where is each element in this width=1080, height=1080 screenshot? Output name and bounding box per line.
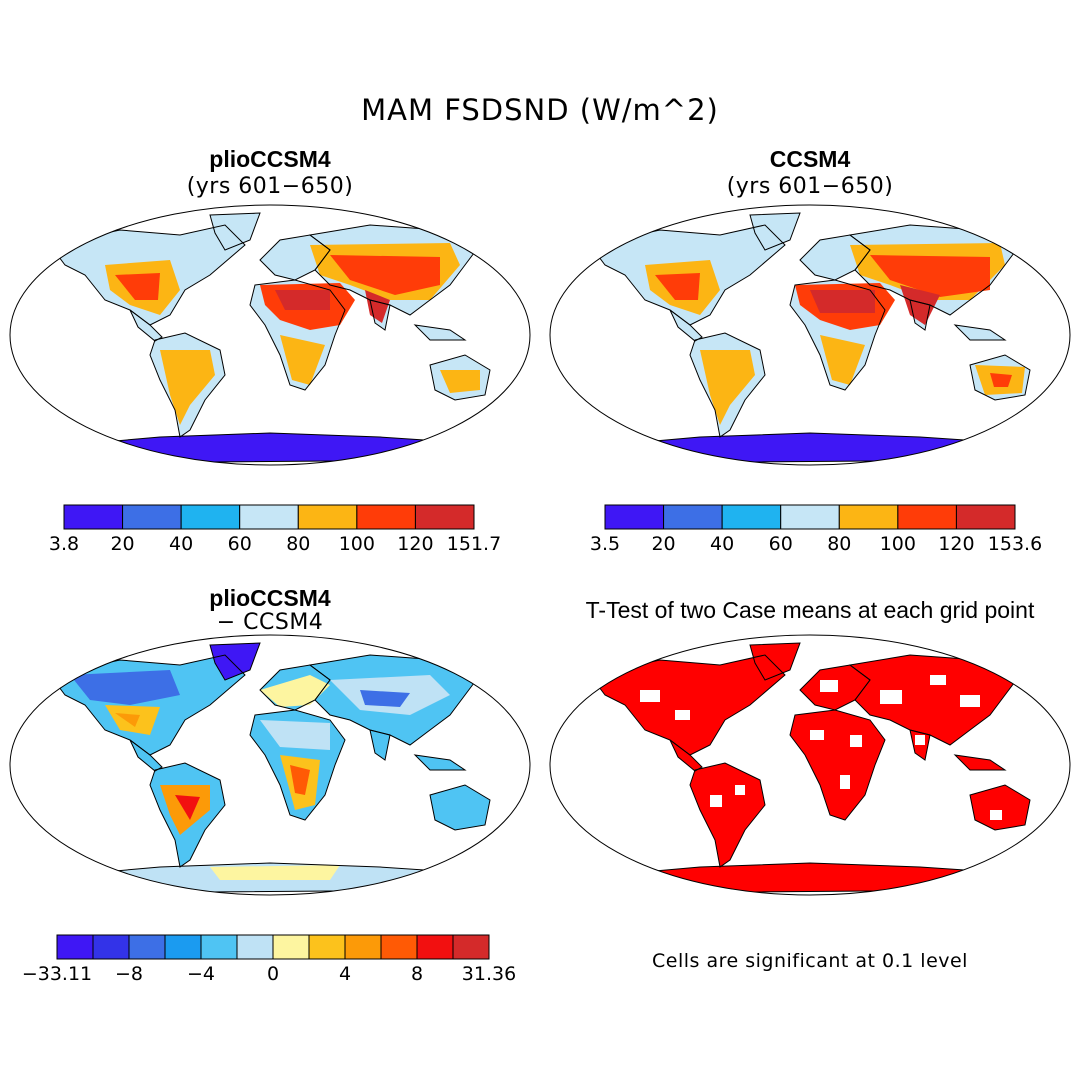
colorbar-bottom-left: −33.11 −8 −4 0 4 8 31.36 — [22, 934, 516, 985]
colorbar-swatch — [604, 504, 665, 530]
colorbar-swatch — [780, 504, 840, 530]
colorbar-swatch — [128, 934, 166, 960]
colorbar-swatch — [414, 504, 475, 530]
colorbar-swatch — [380, 934, 418, 960]
figure-title: MAM FSDSND (W/m^2) — [361, 93, 719, 127]
colorbar-swatch — [721, 504, 782, 530]
colorbar-swatch — [838, 504, 899, 530]
panel-subtitle-difference: − CCSM4 — [216, 610, 324, 635]
map-top-left — [9, 204, 531, 466]
colorbar-swatch — [344, 934, 382, 960]
colorbar-swatch — [236, 934, 274, 960]
colorbar-swatch — [955, 504, 1016, 530]
colorbar-swatch — [63, 504, 124, 530]
colorbar-tick-label: 8 — [411, 963, 423, 985]
colorbar-swatch — [897, 504, 957, 530]
colorbar-tick-label: 40 — [169, 533, 193, 555]
colorbar-swatch — [200, 934, 238, 960]
colorbar-tick-label: 120 — [397, 533, 433, 555]
colorbar-tick-label: −4 — [187, 963, 215, 985]
panel-title-difference: plioCCSM4 — [209, 585, 331, 611]
colorbar-swatch — [452, 934, 490, 960]
colorbar-tick-label: 20 — [651, 533, 675, 555]
panel-subtitle-years: (yrs 601−650) — [186, 174, 354, 199]
colorbar-swatch — [356, 504, 416, 530]
colorbar-tick-label: 60 — [769, 533, 793, 555]
colorbar-tick-label: 31.36 — [462, 963, 516, 985]
colorbar-top-right: 3.5 20 40 60 80 100 120 153.6 — [590, 504, 1042, 555]
colorbar-tick-label: 4 — [339, 963, 351, 985]
colorbar-swatch — [122, 504, 182, 530]
map-bottom-right — [549, 634, 1071, 896]
colorbar-swatch — [416, 934, 454, 960]
panel-title-plioccsm4: plioCCSM4 — [209, 146, 331, 172]
colorbar-tick-label: 80 — [286, 533, 310, 555]
colorbar-tick-label: 80 — [827, 533, 851, 555]
colorbar-tick-label: −33.11 — [22, 963, 92, 985]
map-top-right — [549, 204, 1071, 466]
colorbar-tick-label: 3.8 — [49, 533, 79, 555]
colorbar-swatch — [663, 504, 723, 530]
colorbar-tick-label: 151.7 — [447, 533, 501, 555]
panel-title-ccsm4: CCSM4 — [769, 146, 851, 172]
colorbar-swatch — [272, 934, 310, 960]
colorbar-swatch — [239, 504, 299, 530]
colorbar-tick-label: 120 — [938, 533, 974, 555]
significance-note: Cells are significant at 0.1 level — [652, 950, 968, 972]
map-bottom-left — [9, 634, 531, 896]
panel-subtitle-years: (yrs 601−650) — [726, 174, 894, 199]
colorbar-tick-label: 20 — [110, 533, 134, 555]
colorbar-swatch — [164, 934, 202, 960]
colorbar-tick-label: 100 — [880, 533, 916, 555]
colorbar-tick-label: 153.6 — [988, 533, 1042, 555]
colorbar-tick-label: 0 — [267, 963, 279, 985]
colorbar-swatch — [297, 504, 358, 530]
colorbar-top-left: 3.8 20 40 60 80 100 120 151.7 — [49, 504, 501, 555]
colorbar-swatch — [308, 934, 346, 960]
colorbar-swatch — [180, 504, 241, 530]
panel-title-ttest: T-Test of two Case means at each grid po… — [585, 597, 1035, 623]
colorbar-swatch — [56, 934, 94, 960]
colorbar-tick-label: 60 — [228, 533, 252, 555]
colorbar-tick-label: 100 — [339, 533, 375, 555]
colorbar-swatch — [92, 934, 130, 960]
colorbar-tick-label: 3.5 — [590, 533, 620, 555]
colorbar-tick-label: 40 — [710, 533, 734, 555]
colorbar-tick-label: −8 — [115, 963, 143, 985]
